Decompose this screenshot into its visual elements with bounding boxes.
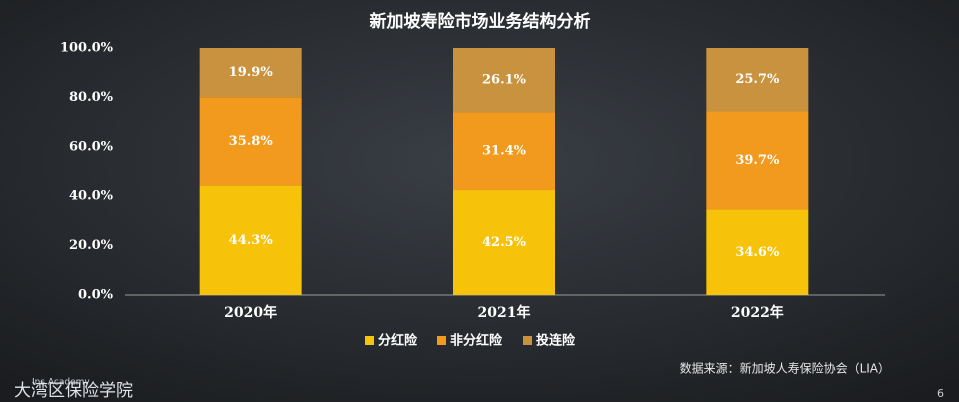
y-tick-label: 60.0% [69, 139, 114, 154]
value-label: 19.9% [229, 65, 274, 80]
bar-segment [706, 209, 809, 295]
legend-label: 分红险 [378, 333, 418, 349]
bar-segment [199, 97, 302, 186]
y-tick-label: 80.0% [69, 90, 114, 105]
y-tick-label: 20.0% [69, 238, 114, 253]
bar-segment [453, 190, 555, 295]
bar-segment [199, 48, 302, 98]
value-label: 31.4% [482, 144, 527, 159]
bar-segment [453, 48, 555, 113]
y-tick-label: 100.0% [60, 41, 114, 56]
page-number: 6 [937, 387, 944, 400]
logo-cn: 大湾区保险学院 [14, 381, 133, 401]
x-tick-label: 2020年 [224, 304, 277, 321]
legend-swatch [437, 336, 446, 345]
x-tick-label: 2022年 [731, 304, 784, 321]
value-label: 44.3% [229, 233, 274, 248]
legend-label: 投连险 [536, 333, 576, 349]
y-tick-label: 0.0% [78, 288, 114, 303]
value-label: 26.1% [482, 73, 527, 88]
legend-label: 非分红险 [450, 333, 503, 349]
bar-segment [706, 111, 809, 210]
x-tick-label: 2021年 [478, 304, 531, 321]
value-label: 34.6% [735, 245, 780, 260]
bar-segment [199, 185, 302, 295]
value-label: 35.8% [229, 134, 274, 149]
legend-swatch [365, 336, 374, 345]
logo-en: Ins Academy [32, 378, 90, 388]
bar-segment [453, 112, 555, 191]
legend-swatch [523, 336, 532, 345]
source-note: 数据来源：新加坡人寿保险协会（LIA） [680, 361, 890, 376]
chart-title: 新加坡寿险市场业务结构分析 [370, 11, 591, 32]
value-label: 25.7% [735, 72, 780, 87]
value-label: 39.7% [735, 153, 780, 168]
value-label: 42.5% [482, 235, 527, 250]
y-tick-label: 40.0% [69, 189, 114, 204]
bar-segment [706, 48, 809, 112]
